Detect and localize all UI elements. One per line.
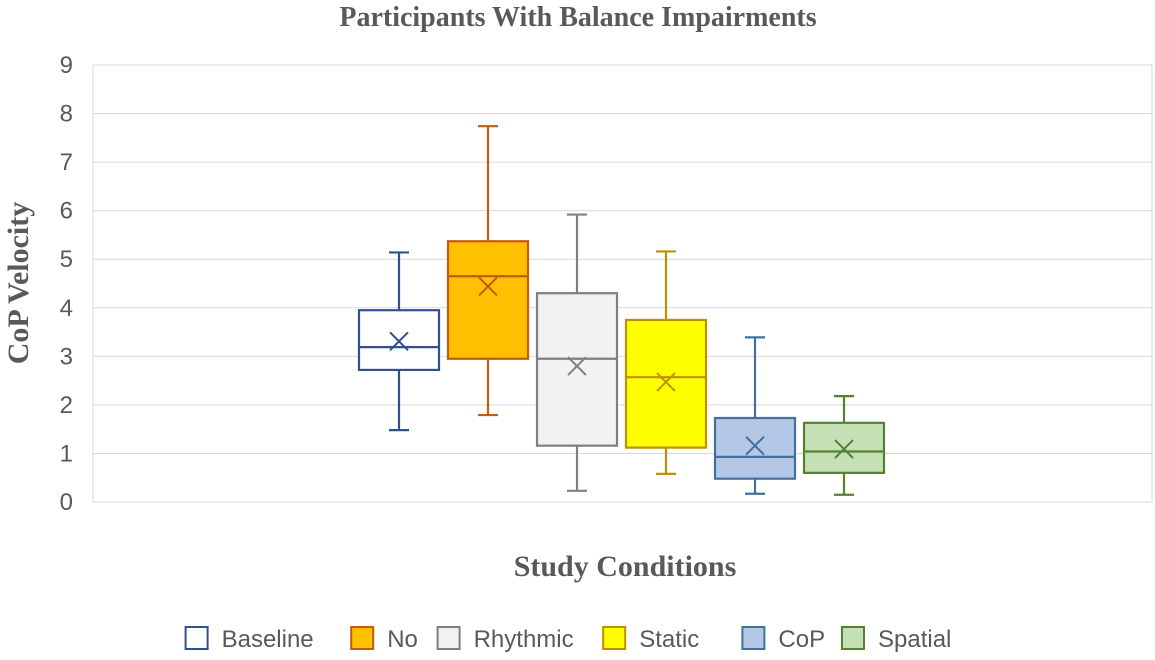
y-tick-label: 3 [60, 343, 73, 370]
y-tick-label: 1 [60, 440, 73, 467]
y-tick-label: 5 [60, 246, 73, 273]
iqr-box [624, 318, 708, 449]
box-baseline [357, 251, 441, 432]
x-axis-title: Study Conditions [514, 550, 737, 583]
box-static [624, 250, 708, 475]
legend: Baseline No Rhythmic Static CoP Spatial [184, 626, 951, 653]
iqr-box [535, 292, 619, 447]
chart-title: Participants With Balance Impairments [339, 2, 816, 33]
legend-swatch [436, 626, 461, 650]
gridlines [92, 64, 1153, 503]
mean-marker [745, 435, 765, 456]
legend-label: Spatial [878, 626, 951, 653]
legend-item-rhythmic: Rhythmic [436, 626, 574, 653]
legend-item-spatial: Spatial [841, 626, 951, 653]
box-no [446, 125, 530, 417]
legend-label: No [387, 626, 418, 653]
y-tick-label: 8 [60, 101, 73, 128]
legend-label: Baseline [222, 626, 314, 653]
mean-marker [567, 356, 587, 376]
boxes [357, 125, 886, 496]
legend-swatch [602, 626, 627, 650]
legend-swatch [350, 626, 375, 650]
y-tick-label: 0 [60, 489, 73, 516]
y-axis-title: CoP Velocity [2, 202, 35, 365]
y-tick-label: 4 [60, 295, 73, 322]
y-tick-label: 9 [60, 52, 73, 79]
legend-item-cop: CoP [741, 626, 825, 653]
box-spatial [802, 395, 886, 496]
legend-item-no: No [350, 626, 418, 653]
legend-item-baseline: Baseline [184, 626, 314, 653]
legend-label: CoP [778, 626, 825, 653]
legend-label: Static [639, 626, 699, 653]
legend-swatch [184, 626, 209, 650]
y-tick-label: 2 [60, 392, 73, 419]
legend-swatch [841, 626, 865, 650]
box-cop [713, 336, 797, 495]
box-rhythmic [535, 213, 619, 492]
mean-marker [656, 372, 676, 392]
mean-marker [834, 439, 854, 459]
iqr-box [446, 240, 530, 360]
iqr-box [713, 416, 797, 480]
legend-item-static: Static [602, 626, 699, 653]
y-tick-label: 6 [60, 198, 73, 225]
y-tick-label: 7 [60, 149, 73, 176]
mean-marker [389, 331, 409, 351]
y-axis-ticks: 0 1 2 3 4 5 6 7 8 9 [60, 52, 73, 516]
legend-swatch [741, 626, 766, 650]
mean-marker [478, 276, 498, 297]
legend-label: Rhythmic [474, 626, 574, 653]
